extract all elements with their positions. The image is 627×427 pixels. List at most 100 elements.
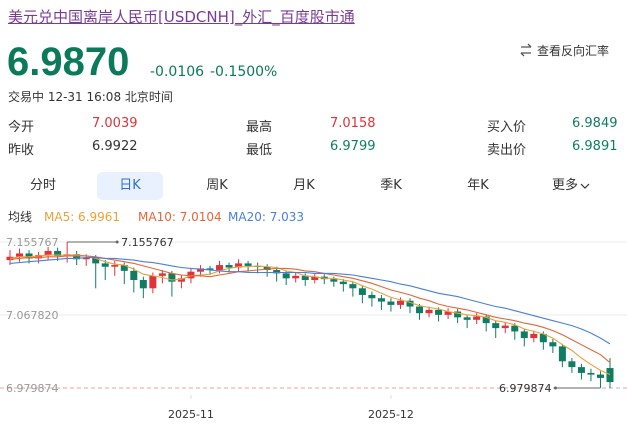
- tab[interactable]: 日K: [97, 172, 163, 200]
- x-tick-label: 2025-11: [168, 408, 214, 421]
- candle-body: [473, 316, 481, 320]
- candle-body: [225, 265, 233, 268]
- stat-label: 最高: [246, 120, 273, 135]
- legend-entry: MA10: 7.0104: [138, 210, 222, 224]
- candle-body: [25, 253, 33, 259]
- candle-body: [435, 309, 443, 315]
- candle-body: [339, 281, 347, 285]
- candle-body: [577, 367, 585, 373]
- stat-value: 6.9799: [330, 139, 376, 154]
- candle-body: [168, 273, 176, 282]
- candle-body: [196, 268, 204, 272]
- candle-body: [406, 300, 414, 307]
- candle-body: [139, 279, 147, 289]
- stat-label: 今开: [8, 120, 35, 135]
- candle-body: [54, 250, 62, 256]
- tab[interactable]: 更多: [551, 178, 578, 193]
- candle-body: [235, 263, 243, 268]
- legend-title: 均线: [8, 210, 32, 224]
- candle-body: [530, 333, 538, 339]
- tab[interactable]: 分时: [29, 178, 56, 193]
- candle-body: [549, 342, 557, 347]
- stat-value: 7.0039: [92, 116, 138, 131]
- candle-body: [35, 255, 43, 259]
- candle-body: [263, 266, 271, 271]
- high-label: 7.155767: [121, 236, 173, 249]
- candle-body: [244, 263, 252, 266]
- candle-body: [463, 317, 471, 320]
- stat-label: 卖出价: [487, 143, 527, 158]
- legend-entry: MA5: 6.9961: [44, 210, 120, 224]
- high-dot: [115, 240, 119, 244]
- stat-label: 买入价: [487, 120, 527, 135]
- candle-body: [539, 333, 547, 343]
- candle-body: [273, 270, 281, 274]
- candle-body: [330, 279, 338, 282]
- candle-body: [311, 276, 319, 280]
- y-tick-label: 7.067820: [6, 309, 59, 322]
- candle-body: [377, 298, 385, 302]
- candle-body: [6, 256, 14, 261]
- candle-body: [16, 253, 24, 257]
- candle-body: [482, 316, 490, 324]
- candle-body: [568, 361, 576, 368]
- candle-body: [454, 311, 462, 318]
- low-label: 6.979874: [499, 382, 552, 395]
- candle-body: [587, 372, 595, 375]
- candle-body: [206, 268, 214, 271]
- page-title[interactable]: 美元兑中国离岸人民币[USDCNH]_外汇_百度股市通: [8, 8, 355, 26]
- change-pct: -0.1500%: [210, 64, 278, 80]
- candle-body: [120, 265, 128, 271]
- candle-body: [396, 300, 404, 305]
- candle-body: [520, 331, 528, 339]
- chart: 均线 MA5: 6.9961 MA10: 7.0104 MA20: 7.033 7.15…: [0, 210, 627, 421]
- change: -0.0106: [150, 64, 205, 80]
- stat-value: 6.9849: [572, 116, 618, 131]
- candle-body: [282, 273, 290, 279]
- candle-body: [111, 265, 119, 267]
- candle-body: [292, 275, 300, 279]
- candle-body: [511, 325, 519, 332]
- status: 交易中 12-31 16:08 北京时间: [8, 90, 173, 104]
- candle-body: [558, 346, 566, 362]
- candle-body: [301, 275, 309, 280]
- stat-value: 7.0158: [330, 116, 376, 131]
- price: 6.9870: [7, 40, 130, 84]
- candle-body: [492, 323, 500, 329]
- candle-body: [187, 271, 195, 279]
- stat-value: 6.9891: [572, 139, 618, 154]
- candle-body: [596, 374, 604, 378]
- candle-body: [216, 265, 224, 271]
- candle-body: [358, 288, 366, 295]
- stat-label: 最低: [246, 143, 273, 158]
- stat-label: 昨收: [8, 143, 35, 158]
- candle-body: [606, 368, 614, 383]
- legend-entry: MA20: 7.033: [228, 210, 304, 224]
- swap-icon[interactable]: [519, 43, 533, 57]
- candle-body: [101, 263, 109, 267]
- candle-body: [177, 278, 185, 282]
- candle-body: [444, 311, 452, 315]
- y-tick-label: 7.155767: [6, 236, 59, 249]
- chevron: [580, 183, 590, 189]
- candle-body: [501, 325, 509, 329]
- low-dot: [553, 386, 557, 390]
- candle-body: [387, 301, 395, 305]
- candle-body: [130, 270, 138, 280]
- tab[interactable]: 月K: [293, 178, 315, 193]
- candle-body: [416, 306, 424, 314]
- x-tick-label: 2025-12: [368, 408, 414, 421]
- candle-body: [368, 294, 376, 299]
- candle-body: [425, 309, 433, 314]
- ma-line: [9, 255, 611, 364]
- tab[interactable]: 周K: [206, 178, 228, 193]
- ma-line: [9, 254, 611, 376]
- tab[interactable]: 年K: [467, 178, 489, 193]
- candle-body: [82, 257, 90, 260]
- reverse-toggle[interactable]: 查看反向汇率: [537, 44, 610, 58]
- candle-body: [73, 254, 81, 260]
- ma-line: [9, 257, 611, 345]
- tab[interactable]: 季K: [380, 178, 402, 193]
- stat-value: 6.9922: [92, 139, 138, 154]
